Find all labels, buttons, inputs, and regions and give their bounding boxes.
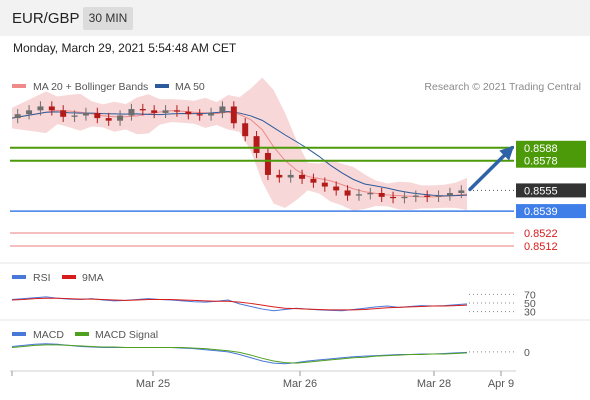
- x-tick-label: Mar 28: [417, 378, 451, 390]
- macd-signal-legend-label: MACD Signal: [95, 329, 158, 341]
- candle-body: [344, 190, 351, 196]
- candle-body: [60, 110, 67, 117]
- candle-body: [105, 118, 112, 121]
- price-level-0-8539-badge: [516, 204, 586, 219]
- watermark-text: Research © 2021 Trading Central: [424, 81, 581, 93]
- candle-body: [264, 152, 271, 175]
- candle-body: [82, 112, 89, 116]
- candle-body: [162, 110, 169, 113]
- rsi-series-line: [11, 297, 468, 311]
- candle-body: [37, 106, 44, 111]
- candle-body: [276, 174, 283, 178]
- ma50-legend-swatch: [155, 84, 169, 88]
- macd-panel: 0: [11, 343, 530, 365]
- bollinger-band: [12, 77, 467, 211]
- candle-body: [412, 195, 419, 197]
- price-level-0-8539-label: 0.8539: [524, 206, 558, 218]
- candle-body: [355, 194, 362, 196]
- candle-body: [333, 186, 340, 191]
- candle-body: [208, 112, 215, 116]
- candle-body: [151, 110, 158, 113]
- candle-body: [435, 195, 442, 197]
- candle-body: [299, 174, 306, 179]
- candle-body: [139, 109, 146, 111]
- candle-body: [230, 106, 237, 124]
- ma20-legend-label: MA 20 + Bollinger Bands: [33, 81, 148, 93]
- candle-body: [117, 115, 124, 121]
- ma20-legend-swatch: [12, 84, 26, 88]
- candle-body: [128, 109, 135, 116]
- macd-tick-label: 0: [524, 347, 530, 359]
- candle-body: [424, 195, 431, 197]
- candle-body: [446, 193, 453, 196]
- rsi-legend-label: RSI: [33, 272, 51, 284]
- rsi-9ma-legend-swatch: [62, 275, 76, 279]
- macd-legend-label: MACD: [33, 329, 64, 341]
- macd-series-line: [11, 343, 468, 365]
- candle-body: [287, 174, 294, 178]
- candle-body: [458, 190, 465, 193]
- candle-body: [173, 110, 180, 112]
- timeframe-button[interactable]: 30 MIN: [83, 7, 133, 30]
- candle-body: [71, 115, 78, 117]
- candle-body: [242, 123, 249, 137]
- macd-series-line: [11, 344, 468, 364]
- candle-body: [219, 106, 226, 113]
- price-level-0-8555-label: 0.8555: [524, 185, 558, 197]
- chart-header: EUR/GBP 30 MIN: [0, 0, 590, 36]
- chart-datetime: Monday, March 29, 2021 5:54:48 AM CET: [13, 41, 237, 55]
- rsi-legend-swatch: [12, 275, 26, 279]
- candle-body: [321, 182, 328, 187]
- price-level-0-8578-badge: [516, 153, 586, 168]
- candle-body: [196, 114, 203, 116]
- candle-body: [378, 193, 385, 197]
- x-tick-label: Mar 26: [283, 378, 317, 390]
- forecast-arrow-head: [499, 145, 515, 161]
- candle-body: [390, 196, 397, 199]
- candle-body: [310, 178, 317, 183]
- price-level-0-8578-label: 0.8578: [524, 156, 558, 168]
- price-level-0-8588-label: 0.8588: [524, 143, 558, 155]
- price-level-0-8522-label: 0.8522: [524, 228, 558, 240]
- macd-legend-swatch: [12, 332, 26, 336]
- symbol-label: EUR/GBP: [12, 10, 80, 27]
- rsi-tick-label: 70: [524, 289, 536, 301]
- candle-body: [14, 114, 21, 119]
- price-level-0-8588-badge: [516, 140, 586, 155]
- macd-signal-legend-swatch: [75, 332, 89, 336]
- candle-body: [401, 196, 408, 199]
- ma50-legend-label: MA 50: [175, 81, 205, 93]
- candle-body: [185, 111, 192, 115]
- x-tick-label: Apr 9: [488, 378, 514, 390]
- x-axis: Mar 25 Mar 26 Mar 28 Apr 9: [11, 371, 514, 390]
- price-level-0-8555-badge: [516, 183, 586, 198]
- candle-body: [48, 106, 55, 111]
- candle-body: [253, 136, 260, 153]
- candle-body: [367, 193, 374, 195]
- rsi-tick-label: 30: [524, 307, 536, 319]
- candle-body: [94, 112, 101, 119]
- candle-body: [26, 110, 33, 115]
- rsi-9ma-legend-label: 9MA: [82, 272, 104, 284]
- rsi-tick-label: 50: [524, 298, 536, 310]
- x-tick-label: Mar 25: [136, 378, 170, 390]
- price-level-0-8512-label: 0.8512: [524, 241, 558, 253]
